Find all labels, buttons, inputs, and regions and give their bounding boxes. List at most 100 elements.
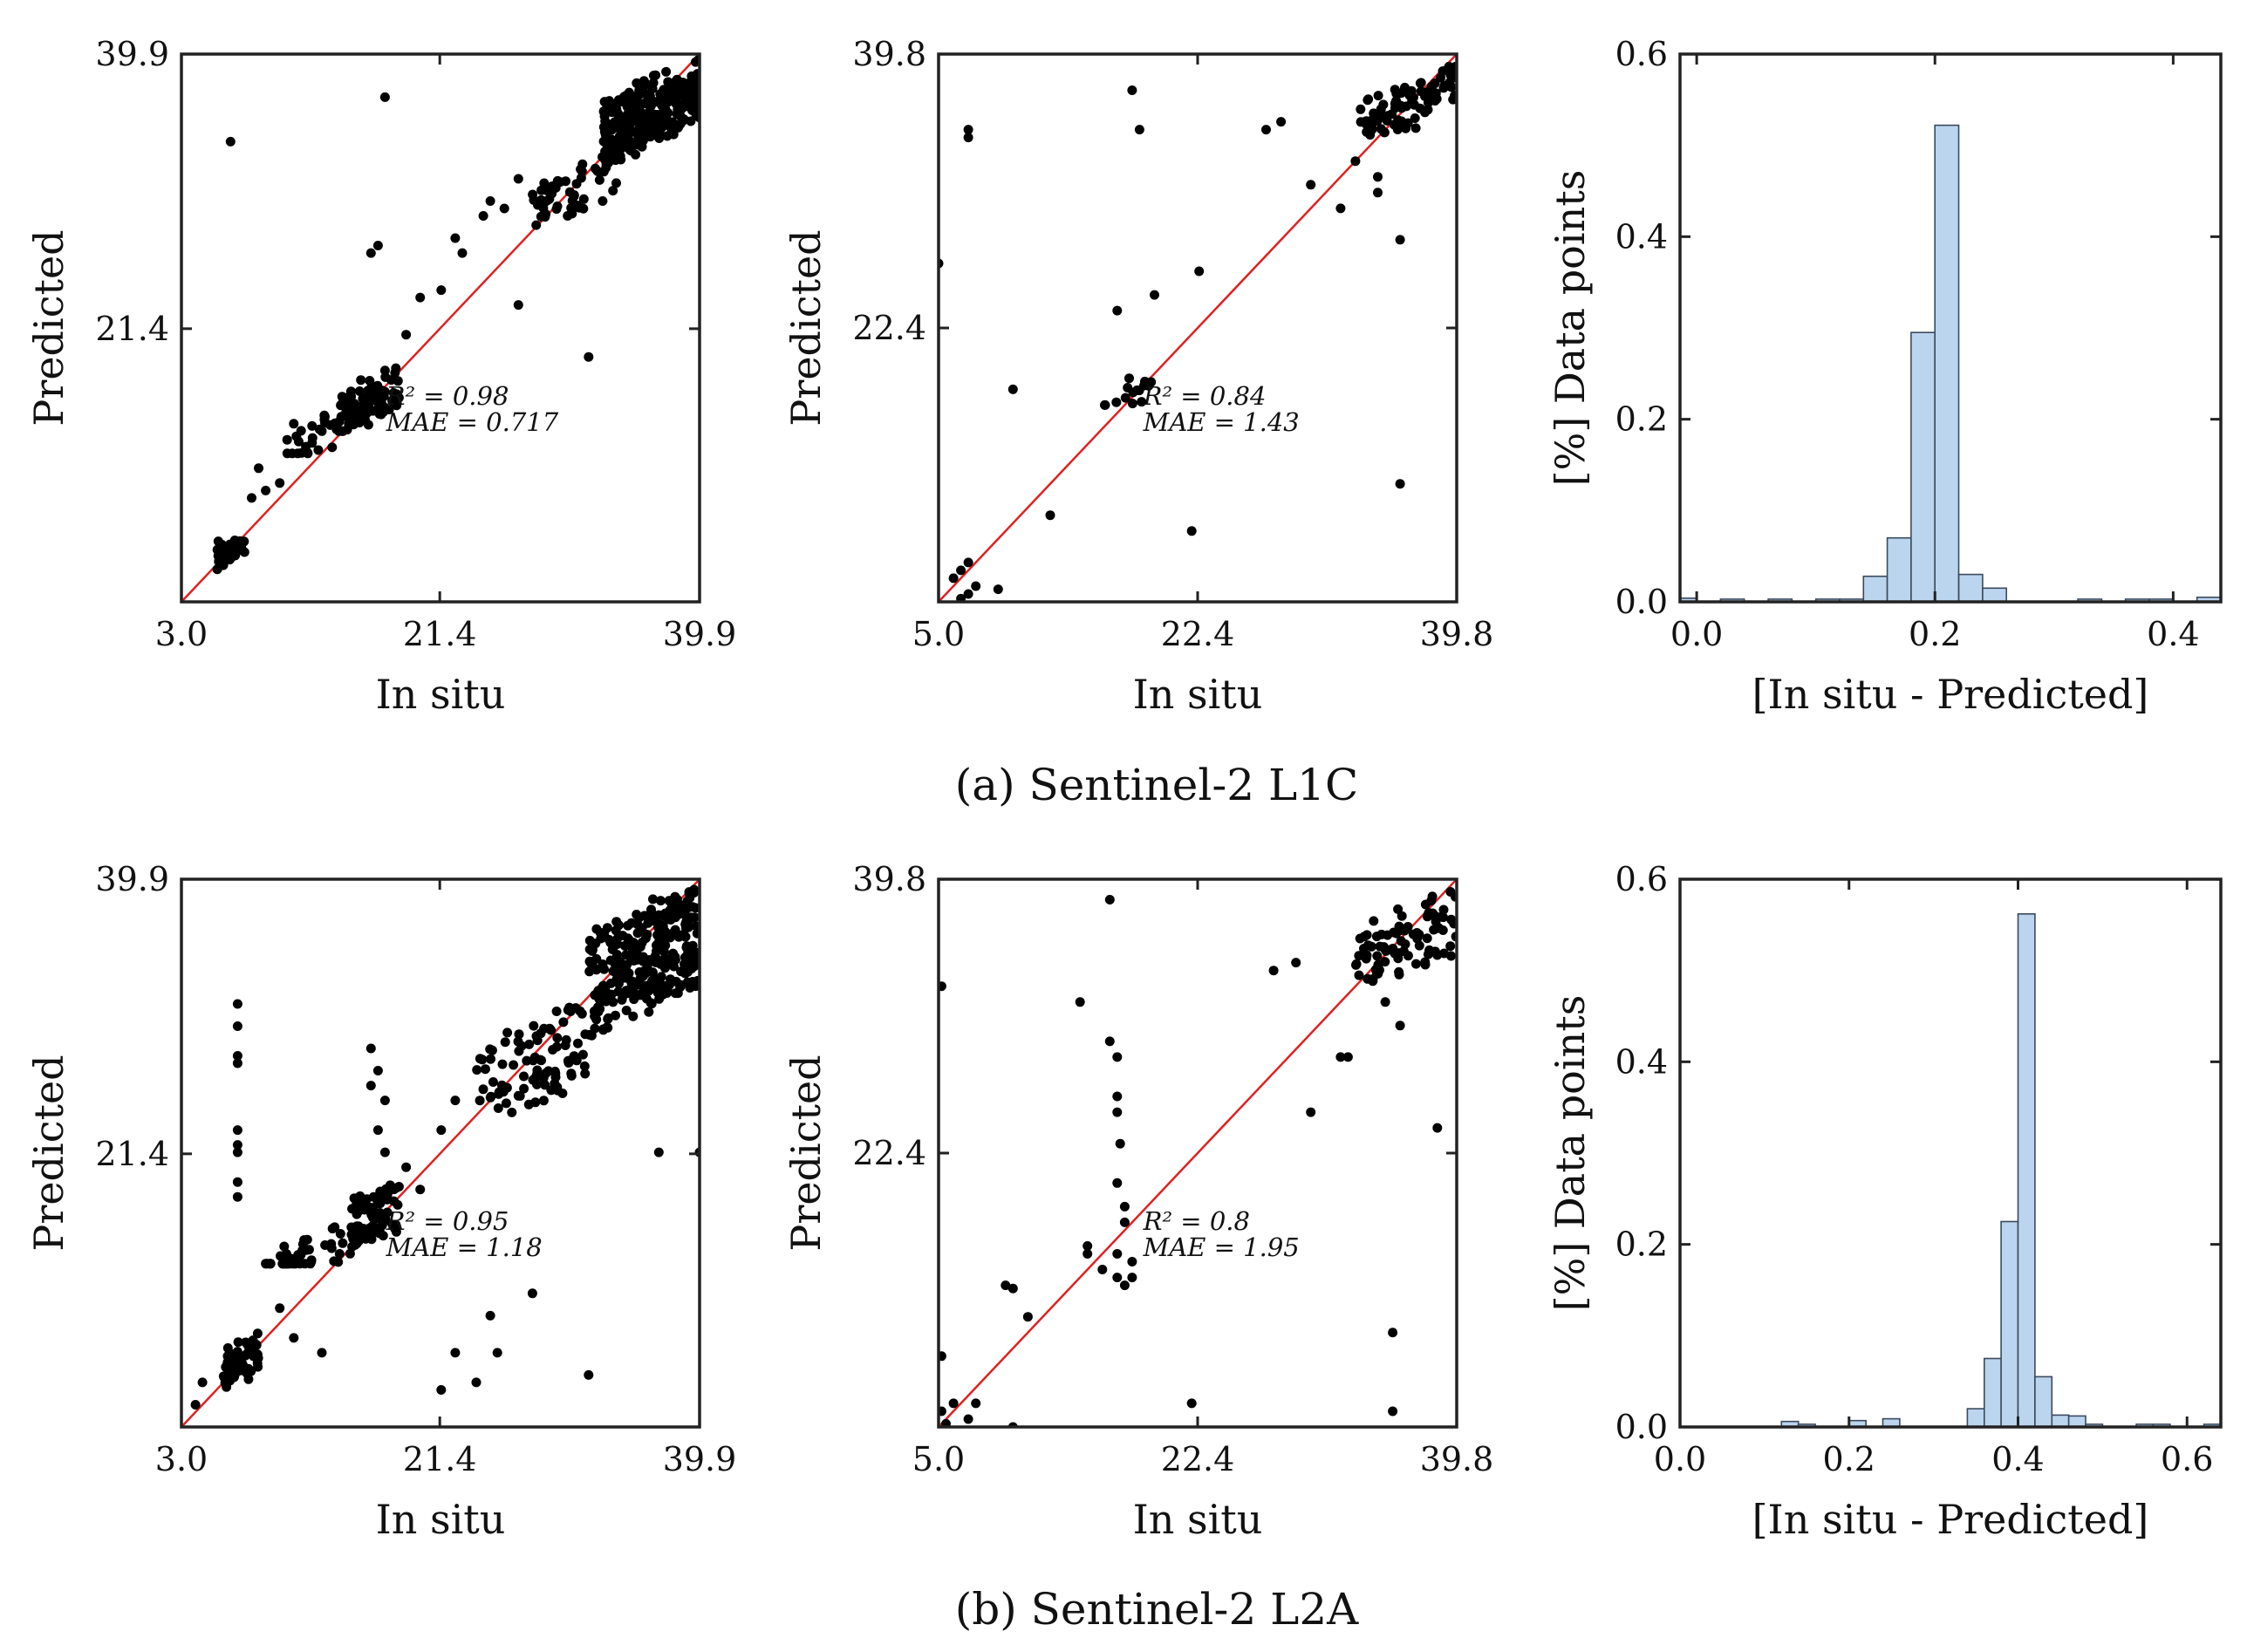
histogram-bar: [1984, 1357, 2003, 1427]
caption-a: (a) Sentinel-2 L1C: [955, 760, 1359, 810]
data-point: [667, 80, 678, 91]
data-point: [640, 968, 651, 979]
data-point: [573, 1038, 583, 1048]
data-point: [645, 100, 656, 111]
data-point: [1124, 373, 1134, 384]
y-tick-label: 0.4: [1615, 1042, 1668, 1081]
histogram-bar: [2017, 913, 2036, 1427]
histogram-bar: [2034, 1376, 2053, 1427]
data-point: [615, 151, 625, 161]
data-point: [212, 564, 222, 575]
data-point: [480, 1064, 490, 1075]
data-point: [342, 425, 352, 435]
data-point: [939, 981, 946, 992]
histogram-bar: [2067, 1415, 2086, 1427]
data-point: [648, 894, 658, 905]
data-point: [529, 1052, 540, 1062]
data-point: [580, 1068, 591, 1079]
data-point: [682, 99, 693, 110]
data-point: [639, 76, 649, 86]
y-tick-label: 22.4: [852, 309, 926, 347]
y-tick-label: 0.2: [1615, 1225, 1668, 1264]
marks-b3: [1780, 913, 2221, 1427]
data-point: [1112, 1107, 1123, 1117]
data-point: [575, 1006, 585, 1016]
data-point: [635, 980, 645, 990]
data-point: [353, 1198, 364, 1208]
data-point: [1356, 104, 1366, 114]
data-point: [1112, 1249, 1123, 1259]
data-point: [239, 536, 249, 547]
data-point: [608, 186, 618, 196]
data-point: [669, 961, 679, 972]
data-point: [350, 1239, 360, 1250]
data-point: [538, 1096, 549, 1106]
data-point: [319, 410, 330, 420]
data-point: [1137, 397, 1147, 407]
data-point: [1134, 386, 1144, 396]
data-point: [963, 589, 973, 599]
data-point: [598, 196, 608, 206]
x-tick-label: 21.4: [403, 615, 477, 653]
reference-line: [939, 54, 1457, 602]
data-point: [1445, 887, 1456, 897]
data-point: [691, 921, 700, 932]
data-point: [365, 248, 376, 258]
data-point: [1410, 123, 1421, 133]
data-point: [680, 932, 691, 942]
data-point: [941, 1418, 951, 1427]
data-point: [587, 960, 598, 970]
data-point: [513, 174, 523, 184]
y-axis-label: [%] Data points: [1547, 170, 1594, 487]
data-point: [971, 1398, 981, 1409]
data-point: [624, 935, 634, 945]
data-point: [1380, 957, 1390, 967]
data-point: [686, 85, 697, 95]
data-point: [1432, 1123, 1443, 1133]
data-point: [647, 84, 658, 94]
axes-frame: [1678, 877, 2223, 1429]
data-point: [573, 201, 584, 211]
data-point: [232, 1191, 242, 1202]
histogram-bar: [1910, 331, 1936, 602]
data-point: [655, 896, 666, 906]
data-point: [634, 85, 645, 95]
data-point: [1391, 88, 1402, 99]
data-point: [222, 1382, 232, 1392]
stat-label: MAE = 1.43: [1143, 407, 1300, 437]
data-point: [634, 101, 645, 112]
data-point: [550, 1078, 560, 1089]
data-point: [379, 92, 390, 102]
data-point: [939, 1406, 946, 1416]
data-point: [659, 86, 670, 97]
data-point: [1403, 922, 1413, 932]
data-point: [450, 1096, 461, 1106]
x-axis-label: [In situ - Predicted]: [1752, 671, 2149, 718]
data-point: [1379, 943, 1390, 953]
data-point: [948, 573, 959, 584]
data-point: [1363, 973, 1373, 984]
data-point: [1373, 968, 1383, 979]
data-point: [584, 944, 595, 954]
data-point: [225, 136, 236, 147]
data-point: [239, 547, 249, 557]
data-point: [392, 1183, 401, 1193]
data-point: [1420, 959, 1431, 970]
data-point: [628, 947, 639, 958]
data-point: [221, 1362, 231, 1372]
data-point: [600, 147, 611, 157]
data-point: [571, 179, 582, 189]
histogram-bar: [2051, 1414, 2070, 1427]
data-point: [500, 1037, 510, 1048]
data-point: [632, 919, 643, 930]
data-point: [1007, 384, 1018, 394]
data-point: [190, 1400, 201, 1410]
x-axis-label: In situ: [376, 1496, 506, 1543]
data-point: [591, 163, 600, 174]
panel-b3: 0.0 0.2 0.4 0.6 0.0 0.2 0.4 0.6 [In situ - Predi…: [1547, 860, 2223, 1543]
data-point: [1410, 959, 1421, 969]
data-point: [552, 175, 563, 186]
data-point: [543, 1066, 554, 1076]
data-point: [326, 1243, 337, 1253]
data-point: [365, 376, 375, 386]
